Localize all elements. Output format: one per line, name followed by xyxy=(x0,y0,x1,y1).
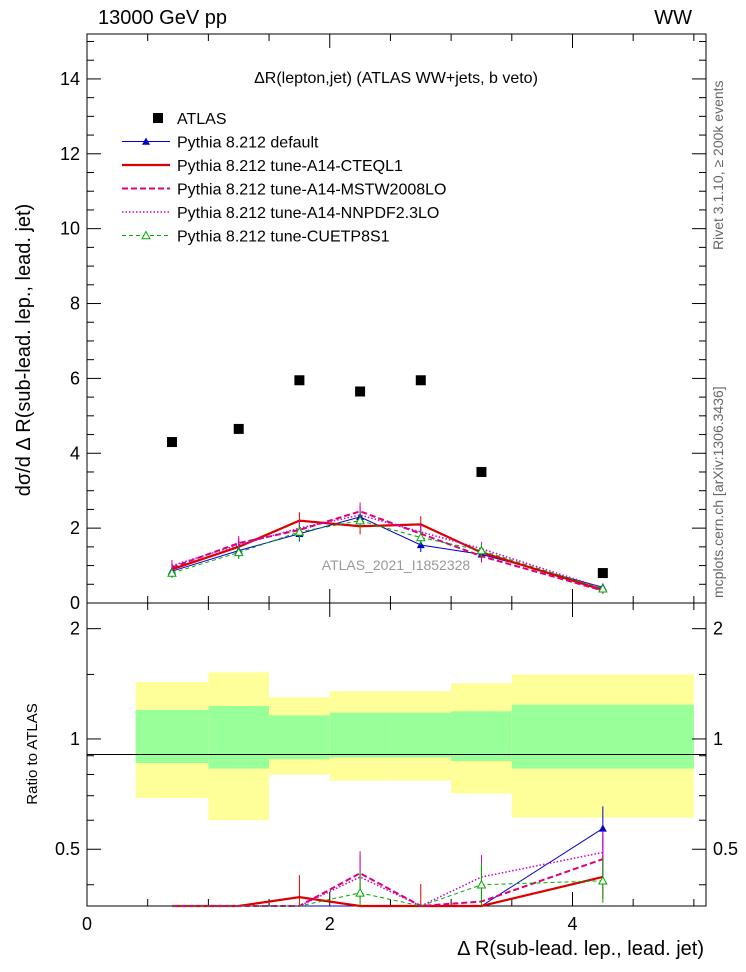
ratio-line xyxy=(171,827,604,907)
x-tick-label: 4 xyxy=(567,914,577,934)
header-energy-label: 13000 GeV pp xyxy=(98,7,227,29)
atlas-point xyxy=(476,466,487,477)
y-tick-label: 6 xyxy=(70,368,80,388)
inner-band-bin xyxy=(329,712,391,758)
legend-label: Pythia 8.212 tune-CUETP8S1 xyxy=(177,229,390,246)
inner-band-bin xyxy=(451,711,512,762)
series-marker xyxy=(415,532,426,542)
x-tick-label: 0 xyxy=(82,914,92,934)
ratio-tick-label-right: 0.5 xyxy=(713,839,738,859)
atlas-data-points xyxy=(166,375,608,579)
ratio-y-axis-label: Ratio to ATLAS xyxy=(24,703,41,804)
series-marker xyxy=(167,568,177,577)
inner-band-bin xyxy=(269,715,330,760)
atlas-point xyxy=(597,568,608,579)
legend-label: Pythia 8.212 tune-A14-MSTW2008LO xyxy=(177,182,446,199)
atlas-point xyxy=(166,437,177,448)
x-tick-label: 2 xyxy=(325,914,335,934)
legend-atlas-marker xyxy=(153,113,163,123)
y-tick-label: 0 xyxy=(70,593,80,613)
inner-band-bin xyxy=(511,704,573,769)
ratio-marker xyxy=(597,875,608,885)
y-tick-label: 4 xyxy=(70,443,80,463)
atlas-point xyxy=(233,423,244,434)
series-lines xyxy=(167,502,608,908)
y-tick-label: 10 xyxy=(60,219,80,239)
series-marker xyxy=(597,583,608,593)
legend-swatch-marker xyxy=(141,230,151,240)
ratio-tick-label: 2 xyxy=(70,619,80,639)
y-tick-label: 14 xyxy=(60,69,80,89)
x-axis-label: Δ R(sub-lead. lep., lead. jet) xyxy=(457,938,704,960)
ratio-uncertainty-bands xyxy=(135,672,694,821)
series-marker xyxy=(355,515,365,525)
legend: ATLAS Pythia 8.212 default Pythia 8.212 tu… xyxy=(122,111,446,246)
inner-band-bin xyxy=(572,704,694,769)
ratio-marker xyxy=(598,824,607,832)
legend-swatch-marker xyxy=(142,137,150,145)
y-tick-label: 2 xyxy=(70,518,80,538)
ratio-marker xyxy=(355,887,365,897)
ratio-tick-label-right: 1 xyxy=(713,729,723,749)
legend-label: Pythia 8.212 tune-A14-NNPDF2.3LO xyxy=(177,205,439,222)
series-4 xyxy=(167,512,608,907)
ratio-line xyxy=(171,875,604,908)
inner-band-bin xyxy=(135,709,209,763)
legend-label-atlas: ATLAS xyxy=(177,111,227,128)
header-process-label: WW xyxy=(654,7,692,29)
series-marker xyxy=(294,526,305,536)
inner-band-bin xyxy=(390,712,452,758)
inner-band-bin xyxy=(208,706,270,769)
y-tick-label: 8 xyxy=(70,294,80,314)
mcplots-label: mcplots.cern.ch [arXiv:1306.3436] xyxy=(710,386,726,598)
analysis-label: ATLAS_2021_I1852328 xyxy=(322,557,471,573)
y-axis-label: dσ/d Δ R(sub-lead. lep., lead. jet) xyxy=(13,204,35,497)
atlas-point xyxy=(294,375,305,386)
ratio-tick-label: 0.5 xyxy=(55,839,80,859)
rivet-version-label: Rivet 3.1.10, ≥ 200k events xyxy=(710,80,726,250)
ratio-line xyxy=(171,851,603,907)
chart-title: ΔR(lepton,jet) (ATLAS WW+jets, b veto) xyxy=(254,70,538,87)
legend-label: Pythia 8.212 tune-A14-CTEQL1 xyxy=(177,158,403,175)
ratio-marker xyxy=(476,879,487,889)
series-marker xyxy=(233,547,244,557)
ratio-tick-label-right: 2 xyxy=(713,619,723,639)
atlas-point xyxy=(355,386,366,397)
series-marker xyxy=(476,545,487,555)
legend-label: Pythia 8.212 default xyxy=(177,135,319,152)
ratio-tick-label: 1 xyxy=(70,729,80,749)
atlas-point xyxy=(415,375,426,386)
y-tick-label: 12 xyxy=(60,144,80,164)
